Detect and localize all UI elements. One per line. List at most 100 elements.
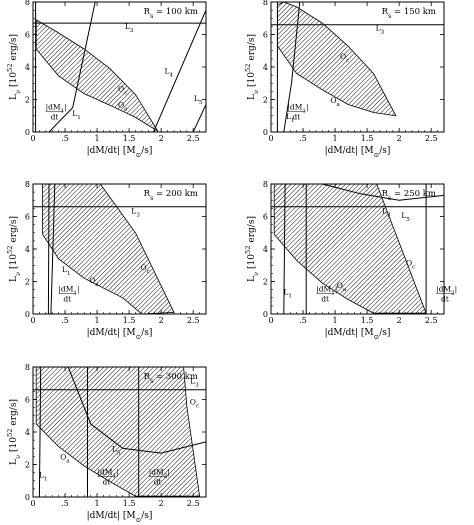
x-tick-label: 1: [333, 134, 338, 143]
x-tick-label: 1.5: [361, 316, 374, 325]
y-axis-title: Lν [1052 erg/s]: [244, 34, 260, 100]
mass-flux-label-den: dt: [102, 477, 110, 486]
curve-label: L1: [39, 471, 48, 483]
panel-5: 0 .5 1 1.5 2 2.5 0 2 4 6 8 |dM/dt| [M⊙/s] Lν [1052 e…: [6, 363, 207, 524]
curve-label: L5: [401, 211, 410, 223]
y-tick-label: 0: [263, 310, 268, 319]
x-tick-label: 1.5: [123, 316, 136, 325]
x-axis-title: |dM/dt| [M⊙/s]: [87, 328, 153, 341]
y-tick-label: 4: [263, 63, 268, 72]
y-tick-label: 8: [263, 0, 268, 7]
curve-label: Oa: [118, 101, 128, 113]
x-tick-label: 1: [95, 134, 100, 143]
radius-label: Rs = 150 km: [382, 7, 436, 20]
radius-label: Rs = 300 km: [144, 372, 198, 385]
y-tick-label: 4: [25, 245, 30, 254]
allowed-region-hatch: [273, 184, 427, 314]
curve-label: Oc: [190, 397, 199, 409]
curve-dm1dt: [47, 184, 50, 314]
y-tick-label: 4: [263, 245, 268, 254]
x-tick-label: 1.5: [123, 499, 136, 508]
y-axis-title: Lν [1052 erg/s]: [6, 216, 22, 282]
x-tick-label: .5: [61, 134, 69, 143]
x-tick-label: 2.5: [425, 316, 438, 325]
curve-l1: [38, 367, 42, 497]
mass-flux-label-den: dt: [154, 477, 162, 486]
x-tick-label: .5: [299, 316, 307, 325]
x-tick-label: 0: [268, 316, 273, 325]
x-tick-label: 2.5: [187, 134, 200, 143]
y-tick-label: 0: [25, 493, 30, 502]
curve-label: L4: [165, 67, 174, 79]
y-axis-title: Lν [1052 erg/s]: [6, 34, 22, 100]
mass-flux-label-den: dt: [441, 294, 449, 303]
x-tick-label: 2: [397, 134, 402, 143]
mass-flux-label-den: dt: [51, 112, 59, 121]
curve-l1: [283, 2, 301, 132]
x-axis-title: |dM/dt| [M⊙/s]: [325, 328, 391, 341]
curve-label: L1: [72, 109, 81, 121]
y-tick-label: 2: [25, 461, 30, 470]
curve-l1: [50, 184, 56, 314]
y-tick-label: 0: [25, 310, 30, 319]
curve-label: Oa: [337, 281, 347, 293]
curve-label: L5: [194, 94, 203, 106]
x-axis-title: |dM/dt| [M⊙/s]: [325, 146, 391, 159]
curve-label: L1: [286, 112, 295, 124]
y-tick-label: 8: [25, 363, 30, 372]
y-tick-label: 0: [263, 128, 268, 137]
curve-label: Oc: [118, 84, 127, 96]
panel-1: 0 .5 1 1.5 2 2.5 0 2 4 6 8 |dM/dt| [M⊙/s] Lν [1052 e…: [6, 0, 207, 159]
curve-label: L1: [62, 265, 71, 277]
x-tick-label: 0: [268, 134, 273, 143]
allowed-region-hatch: [42, 184, 175, 314]
curve-label: L3: [131, 206, 140, 218]
y-tick-label: 2: [25, 278, 30, 287]
curve-l1: [283, 184, 286, 314]
x-tick-label: 1: [95, 499, 100, 508]
x-tick-label: .5: [61, 499, 69, 508]
x-tick-label: 2: [159, 499, 164, 508]
panel-3: 0 .5 1 1.5 2 2.5 0 2 4 6 8 |dM/dt| [M⊙/s] Lν [1052 e…: [6, 180, 207, 341]
x-tick-label: 1: [95, 316, 100, 325]
x-tick-label: 1.5: [361, 134, 374, 143]
curve-label: L1: [283, 288, 292, 300]
curve-label: L3: [382, 206, 391, 218]
curve-l1: [48, 2, 96, 132]
y-tick-label: 8: [263, 180, 268, 189]
y-tick-label: 8: [25, 0, 30, 7]
x-tick-label: 2.5: [187, 316, 200, 325]
allowed-region-hatch: [35, 19, 159, 132]
curve-label: L3: [190, 376, 199, 388]
y-axis-title: Lν [1052 erg/s]: [244, 216, 260, 282]
curve-l5: [322, 184, 444, 201]
x-tick-label: 0: [30, 499, 35, 508]
x-tick-label: 2.5: [425, 134, 438, 143]
x-tick-label: 2: [159, 316, 164, 325]
x-tick-label: 2.5: [187, 499, 200, 508]
curve-label: Oa: [330, 96, 340, 108]
x-tick-label: 1: [333, 316, 338, 325]
curve-label: L3: [125, 22, 134, 34]
x-tick-label: .5: [61, 316, 69, 325]
mass-flux-label-den: dt: [292, 112, 300, 121]
curve-l5: [67, 367, 206, 454]
y-tick-label: 8: [25, 180, 30, 189]
allowed-region-hatch: [35, 367, 201, 497]
y-tick-label: 0: [25, 128, 30, 137]
curve-label: Oc: [340, 52, 349, 64]
y-tick-label: 6: [25, 213, 30, 222]
x-axis-title: |dM/dt| [M⊙/s]: [87, 511, 153, 524]
panel-4: 0 .5 1 1.5 2 2.5 0 2 4 6 8 |dM/dt| [M⊙/s] Lν [1052 e…: [244, 180, 457, 341]
x-tick-label: 1.5: [123, 134, 136, 143]
mass-flux-label-den: dt: [63, 294, 71, 303]
y-tick-label: 6: [263, 213, 268, 222]
curve-label: Oa: [60, 453, 70, 465]
x-tick-label: 2: [159, 134, 164, 143]
y-axis-title: Lν [1052 erg/s]: [6, 399, 22, 465]
curve-label: Oc: [406, 258, 415, 270]
curve-l4: [153, 9, 206, 132]
curve-label: L5: [112, 445, 121, 457]
radius-label: Rs = 200 km: [144, 189, 198, 202]
